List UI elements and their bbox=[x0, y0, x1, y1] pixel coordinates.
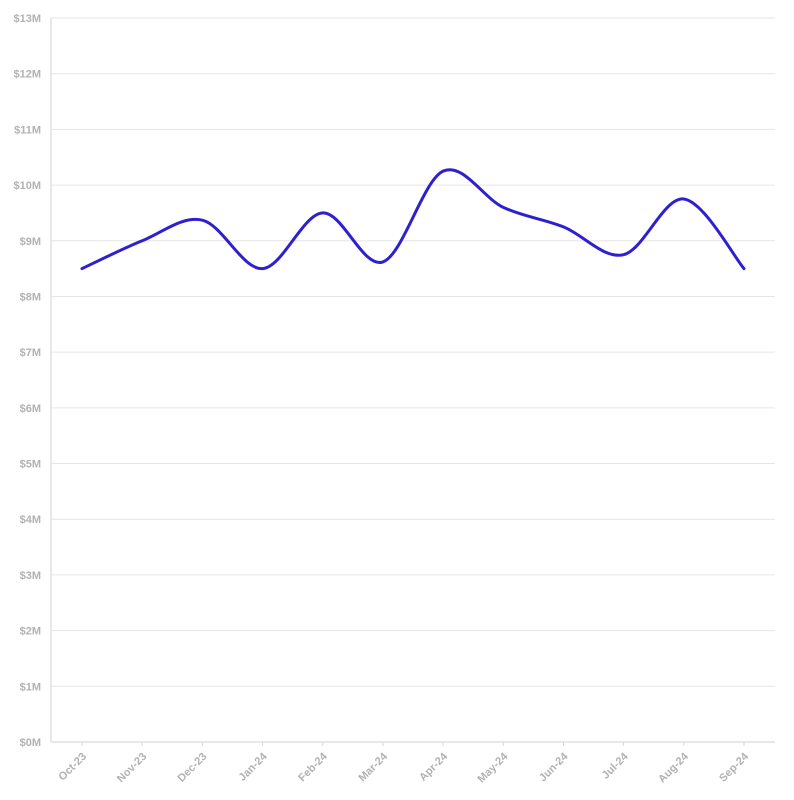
data-point-feb-24 bbox=[321, 211, 324, 215]
data-point-apr-24 bbox=[441, 169, 445, 173]
y-tick-label: $9M bbox=[20, 236, 41, 248]
x-tick-label: May-24 bbox=[476, 750, 511, 785]
series-line-0 bbox=[80, 168, 746, 271]
y-tick-labels: $0M $1M $2M $3M $4M $5M $6M $7M $8M $9M $10M $11M $1… bbox=[13, 13, 41, 749]
data-point-mar-24 bbox=[381, 260, 385, 264]
y-tick-label: $6M bbox=[20, 403, 41, 415]
y-tick-label: $4M bbox=[20, 514, 41, 526]
data-point-aug-24 bbox=[682, 197, 686, 201]
data-point-nov-23 bbox=[140, 239, 144, 242]
y-tick-label: $3M bbox=[20, 570, 41, 582]
x-tick-label: Jan-24 bbox=[237, 750, 271, 784]
x-tick-label: Sep-24 bbox=[717, 750, 752, 785]
x-tick-label: Mar-24 bbox=[356, 750, 390, 784]
y-tick-label: $8M bbox=[20, 291, 41, 303]
y-tick-label: $7M bbox=[20, 347, 41, 359]
data-point-jan-24 bbox=[261, 267, 264, 270]
x-tick-label: Jul-24 bbox=[600, 750, 632, 782]
y-tick-label: $2M bbox=[20, 626, 41, 638]
x-tick-label: Dec-23 bbox=[175, 751, 209, 785]
x-tick-label: Jun-24 bbox=[537, 750, 571, 784]
y-tick-label: $11M bbox=[14, 124, 41, 136]
data-point-jun-24 bbox=[562, 225, 565, 229]
y-tick-label: $13M bbox=[13, 13, 41, 25]
data-point-jul-24 bbox=[622, 253, 625, 256]
y-tick-label: $1M bbox=[20, 681, 41, 693]
y-tick-label: $12M bbox=[13, 69, 41, 81]
x-tick-label: Feb-24 bbox=[296, 750, 330, 784]
x-tick-labels: Oct-23 Nov-23 Dec-23 Jan-24 Feb-24 Mar-24 Apr-… bbox=[56, 742, 752, 785]
data-point-may-24 bbox=[502, 206, 505, 209]
axes bbox=[50, 18, 775, 743]
y-tick-label: $5M bbox=[20, 459, 41, 471]
data-point-dec-23 bbox=[201, 218, 204, 222]
data-point-oct-23 bbox=[80, 267, 84, 270]
y-tick-label: $10M bbox=[13, 180, 41, 192]
series-group bbox=[80, 168, 746, 271]
x-tick-label: Oct-23 bbox=[56, 751, 89, 784]
x-tick-label: Nov-23 bbox=[115, 751, 149, 785]
y-tick-label: $0M bbox=[20, 737, 41, 749]
data-point-sep-24 bbox=[742, 267, 746, 270]
x-tick-label: Aug-24 bbox=[656, 750, 691, 785]
x-tick-label: Apr-24 bbox=[417, 750, 451, 784]
grid-lines bbox=[51, 17, 775, 687]
